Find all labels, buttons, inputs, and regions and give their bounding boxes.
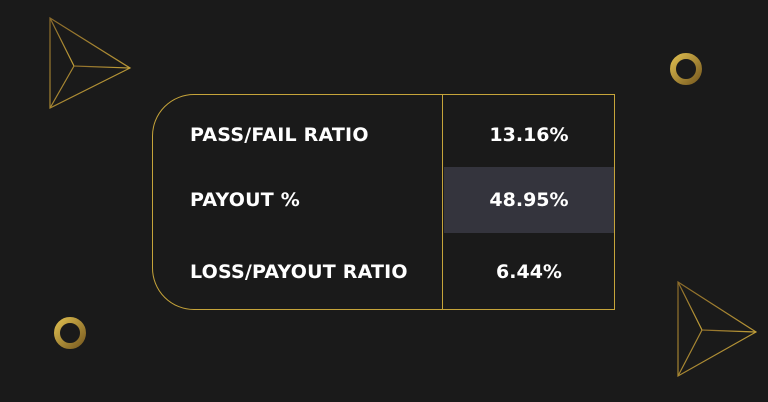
ring-icon — [54, 317, 86, 349]
stats-card: PASS/FAIL RATIO 13.16% PAYOUT % 48.95% L… — [152, 94, 615, 310]
stat-row-pass-fail: PASS/FAIL RATIO 13.16% — [153, 95, 614, 175]
ring-icon — [670, 53, 702, 85]
stat-value-highlighted: 48.95% — [444, 167, 614, 233]
stat-label: PAYOUT % — [190, 189, 300, 211]
stat-value: 13.16% — [489, 124, 569, 146]
triangle-outline-icon — [49, 16, 132, 109]
stat-row-payout: PAYOUT % 48.95% — [153, 167, 614, 233]
column-divider — [442, 95, 443, 309]
stat-label: LOSS/PAYOUT RATIO — [190, 261, 408, 283]
stat-row-loss-payout: LOSS/PAYOUT RATIO 6.44% — [153, 233, 614, 311]
stat-value: 6.44% — [496, 261, 562, 283]
triangle-outline-icon — [677, 280, 758, 378]
stat-label: PASS/FAIL RATIO — [190, 124, 369, 146]
